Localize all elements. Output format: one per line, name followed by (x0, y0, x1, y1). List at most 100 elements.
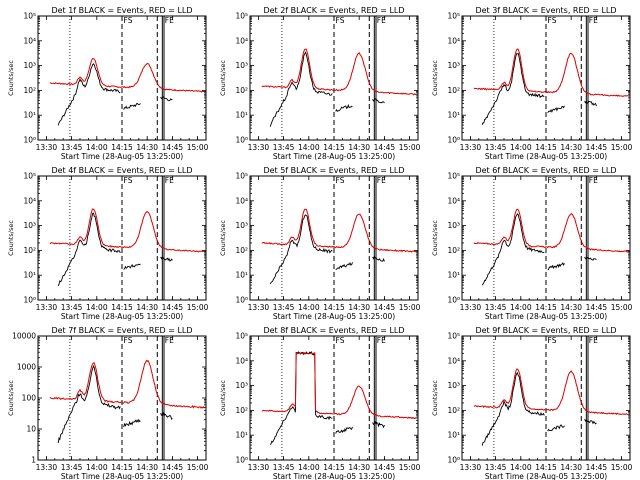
lld-curve-red (49, 208, 205, 253)
x-tick-label: 14:45 (586, 303, 608, 312)
y-tick-label: 1000 (17, 363, 36, 372)
events-curve-black (584, 256, 597, 261)
events-curve-black (372, 420, 385, 429)
y-tick-label: 10³ (447, 61, 460, 70)
x-tick-label: 14:45 (162, 143, 184, 152)
y-axis-label: Counts/sec (431, 60, 439, 96)
y-tick-label: 10⁰ (235, 136, 248, 145)
events-curve-black (481, 212, 545, 286)
x-tick-label: 14:45 (586, 143, 608, 152)
y-tick-label: 10³ (23, 61, 36, 70)
y-tick-label: 10¹ (447, 111, 460, 120)
x-tick-label: 14:45 (162, 303, 184, 312)
panel-title: Det 4f BLACK = Events, RED = LLD (51, 166, 192, 175)
y-tick-label: 10 (26, 425, 36, 434)
x-tick-label: 14:00 (86, 463, 108, 472)
events-curve-black (57, 212, 121, 287)
x-tick-label: 13:45 (273, 303, 295, 312)
x-tick-label: 15:00 (187, 303, 209, 312)
fe-annotation: FE (377, 16, 386, 25)
events-curve-black (335, 103, 353, 112)
x-tick-label: 13:30 (36, 143, 58, 152)
x-tick-label: 14:30 (136, 143, 158, 152)
y-tick-label: 10⁰ (235, 296, 248, 305)
x-tick-label: 14:00 (86, 143, 108, 152)
fs-annotation: FS (336, 16, 345, 25)
y-axis-label: Counts/sec (219, 380, 227, 416)
y-tick-label: 10⁰ (235, 456, 248, 465)
x-tick-label: 14:30 (560, 143, 582, 152)
y-tick-label: 10⁵ (23, 172, 36, 181)
x-tick-label: 15:00 (611, 143, 633, 152)
x-axis-label: Start Time (28-Aug-05 13:25:00) (61, 312, 183, 321)
y-tick-label: 10³ (447, 381, 460, 390)
events-curve-black (547, 262, 565, 271)
x-tick-label: 13:45 (61, 463, 83, 472)
events-curve-black (372, 255, 385, 262)
y-tick-label: 10⁵ (235, 172, 248, 181)
panel-title: Det 9f BLACK = Events, RED = LLD (475, 326, 616, 335)
y-tick-label: 10⁵ (235, 332, 248, 341)
x-tick-label: 14:15 (111, 143, 133, 152)
lld-curve-red (473, 48, 629, 97)
panel-title: Det 3f BLACK = Events, RED = LLD (475, 6, 616, 15)
detector-panel-2: Det 2f BLACK = Events, RED = LLD 10⁰ 10¹ 10… (219, 6, 421, 161)
panel-title: Det 8f BLACK = Events, RED = LLD (263, 326, 404, 335)
y-tick-label: 10⁴ (23, 196, 36, 205)
lld-curve-red (261, 351, 417, 420)
x-tick-label: 13:30 (248, 303, 270, 312)
events-curve-black (335, 426, 353, 434)
x-tick-label: 15:00 (611, 303, 633, 312)
fe-annotation: FE (377, 176, 386, 185)
fs-annotation: FS (124, 336, 133, 345)
x-tick-label: 14:00 (298, 143, 320, 152)
fs-annotation: FS (124, 176, 133, 185)
y-tick-label: 10¹ (447, 271, 460, 280)
fs-annotation: FS (548, 176, 557, 185)
y-axis-label: Counts/sec (431, 380, 439, 416)
fe-annotation: FE (589, 336, 598, 345)
events-curve-black (269, 214, 333, 285)
fs-annotation: FS (336, 176, 345, 185)
fs-annotation: FS (548, 336, 557, 345)
detector-panel-8: Det 8f BLACK = Events, RED = LLD 10⁰ 10¹ 10… (219, 326, 421, 480)
x-tick-label: 14:00 (298, 303, 320, 312)
lld-curve-red (49, 359, 205, 409)
x-tick-label: 14:15 (535, 463, 557, 472)
events-curve-black (160, 411, 173, 421)
events-curve-black (481, 371, 545, 446)
events-curve-black (547, 105, 565, 113)
y-axis-label: Counts/sec (7, 60, 15, 96)
y-tick-label: 10⁵ (23, 12, 36, 21)
lld-curve-red (473, 208, 629, 253)
fe-annotation: FE (165, 336, 174, 345)
x-tick-label: 15:00 (399, 303, 421, 312)
y-tick-label: 10⁴ (235, 196, 248, 205)
x-tick-label: 14:00 (510, 143, 532, 152)
y-tick-label: 10¹ (447, 431, 460, 440)
panel-title: Det 5f BLACK = Events, RED = LLD (263, 166, 404, 175)
y-tick-label: 10¹ (23, 271, 36, 280)
x-tick-label: 14:45 (374, 303, 396, 312)
panel-title: Det 7f BLACK = Events, RED = LLD (51, 326, 192, 335)
x-tick-label: 14:15 (323, 303, 345, 312)
x-tick-label: 13:30 (460, 143, 482, 152)
x-tick-label: 14:30 (560, 463, 582, 472)
x-axis-label: Start Time (28-Aug-05 13:25:00) (485, 152, 607, 161)
y-tick-label: 10² (23, 246, 36, 255)
y-tick-label: 10¹ (235, 111, 248, 120)
y-tick-label: 10¹ (23, 111, 36, 120)
events-curve-black (547, 424, 565, 432)
y-tick-label: 100 (22, 394, 37, 403)
x-tick-label: 13:45 (61, 143, 83, 152)
y-tick-label: 10³ (23, 221, 36, 230)
x-tick-label: 14:45 (374, 143, 396, 152)
y-tick-label: 10³ (235, 381, 248, 390)
events-curve-black (584, 100, 597, 107)
x-tick-label: 14:00 (510, 463, 532, 472)
events-curve-black (481, 52, 545, 125)
x-tick-label: 13:45 (485, 463, 507, 472)
y-tick-label: 10000 (12, 332, 36, 341)
